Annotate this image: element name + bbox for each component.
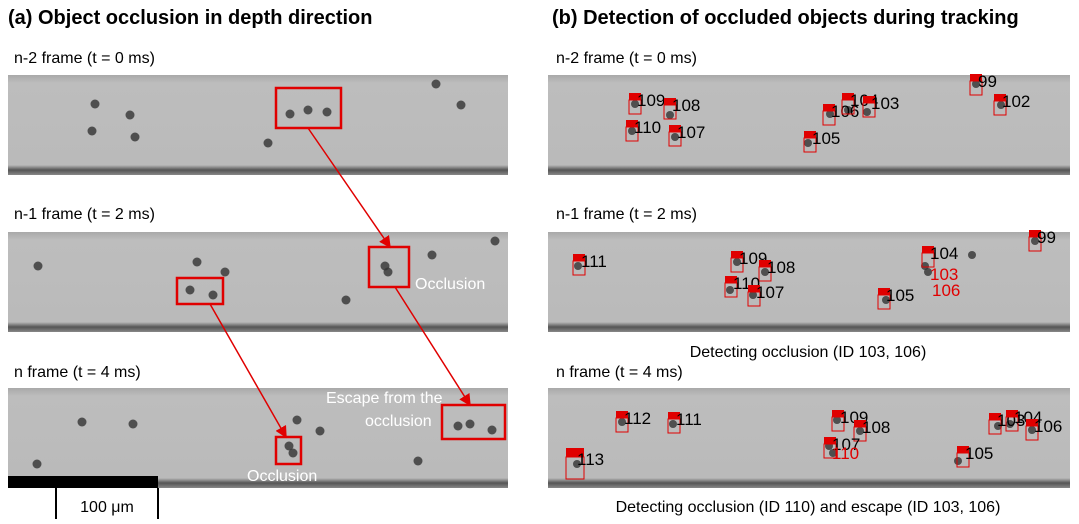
particle	[414, 457, 423, 466]
frame-label: n frame (t = 4 ms)	[14, 364, 141, 381]
particle	[454, 422, 463, 431]
frame-label: n-1 frame (t = 2 ms)	[14, 206, 155, 223]
particle	[221, 268, 230, 277]
frame-label: n-2 frame (t = 0 ms)	[14, 50, 155, 67]
particle	[304, 106, 313, 115]
figure: (a) Object occlusion in depth direction n…	[0, 0, 1079, 519]
particle	[264, 139, 273, 148]
particle	[457, 101, 466, 110]
object-id: 111	[581, 252, 607, 271]
object-id: 112	[624, 409, 651, 428]
frame-label: n frame (t = 4 ms)	[556, 364, 683, 381]
particle	[428, 251, 437, 260]
object-id: 108	[862, 418, 890, 437]
object-id: 103	[871, 94, 899, 113]
object-id: 108	[672, 96, 700, 115]
object-id: 109	[637, 91, 665, 110]
object-id: 106	[932, 281, 960, 300]
object-id: 111	[676, 410, 702, 429]
particle	[384, 268, 393, 277]
frame-image	[8, 75, 508, 175]
particle	[33, 460, 42, 469]
caption: Detecting occlusion (ID 110) and escape …	[616, 499, 1001, 516]
annotation: occlusion	[365, 413, 432, 430]
particle	[186, 286, 195, 295]
annotation: Occlusion	[415, 276, 485, 293]
object-id: 110	[832, 444, 859, 463]
scale-bar	[8, 476, 158, 488]
particle	[488, 426, 497, 435]
particle	[804, 139, 812, 147]
particle	[193, 258, 202, 267]
object-id: 105	[886, 286, 914, 305]
particle	[316, 427, 325, 436]
scale-label: 100 μm	[80, 499, 134, 516]
particle	[293, 416, 302, 425]
particle	[126, 111, 135, 120]
annotation: Occlusion	[247, 468, 317, 485]
frame-label: n-2 frame (t = 0 ms)	[556, 50, 697, 67]
particle	[78, 418, 87, 427]
annotation: Escape from the	[326, 390, 443, 407]
particle	[286, 110, 295, 119]
object-id: 102	[1002, 92, 1030, 111]
particle	[88, 127, 97, 136]
particle	[466, 420, 475, 429]
object-id: 105	[965, 444, 993, 463]
particle	[129, 420, 138, 429]
particle	[289, 449, 298, 458]
particle	[131, 133, 140, 142]
object-id: 110	[634, 118, 661, 137]
particle	[432, 80, 441, 89]
particle	[342, 296, 351, 305]
particle	[323, 108, 332, 117]
caption: Detecting occlusion (ID 103, 106)	[690, 344, 927, 361]
object-id: 107	[756, 283, 784, 302]
object-id: 99	[978, 72, 997, 91]
frame-image	[548, 232, 1070, 332]
particle	[34, 262, 43, 271]
object-id: 106	[1034, 417, 1062, 436]
object-id: 104	[930, 244, 958, 263]
frame-label: n-1 frame (t = 2 ms)	[556, 206, 697, 223]
particle	[491, 237, 500, 246]
particle	[968, 251, 976, 259]
layer: (a) Object occlusion in depth direction n…	[8, 7, 1070, 519]
object-id: 113	[577, 450, 604, 469]
particle	[954, 457, 962, 465]
frame-image	[548, 388, 1070, 488]
panel-title: (b) Detection of occluded objects during…	[552, 7, 1019, 29]
particle	[91, 100, 100, 109]
object-id: 99	[1037, 228, 1056, 247]
object-id: 108	[767, 258, 795, 277]
particle	[209, 291, 218, 300]
panel-title: (a) Object occlusion in depth direction	[8, 7, 372, 29]
object-id: 105	[812, 129, 840, 148]
object-id: 107	[677, 123, 705, 142]
